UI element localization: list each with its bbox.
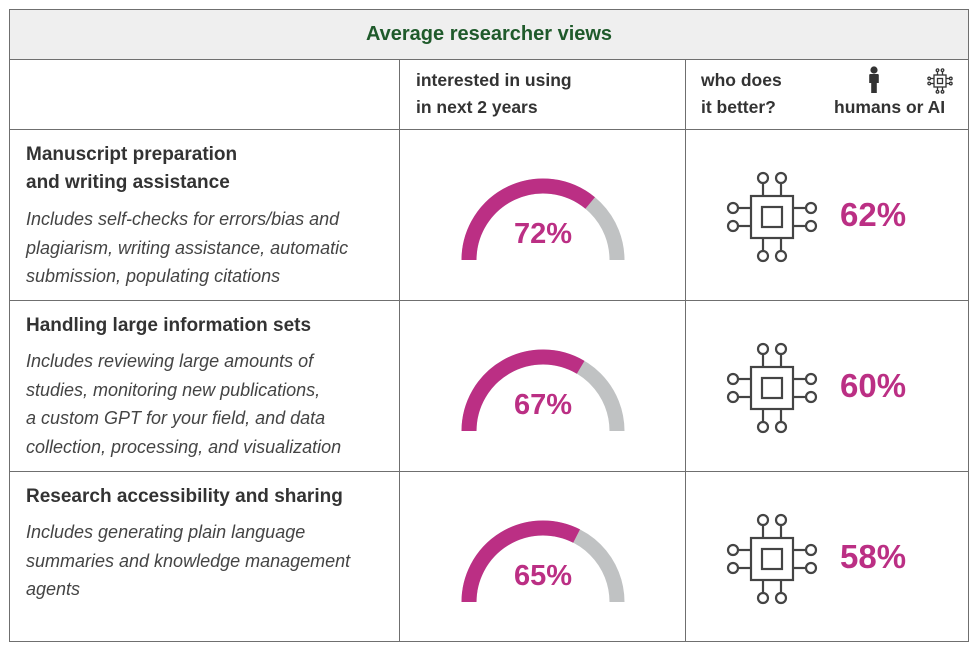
column-divider-1	[399, 59, 400, 642]
row-2-desc-line-1: Includes reviewing large amounts of	[26, 351, 314, 371]
row-2-gauge-svg	[461, 349, 625, 432]
column-divider-2	[685, 59, 686, 642]
better-header-line-2: it better?	[701, 97, 776, 117]
row-2-desc-line-4: collection, processing, and visualizatio…	[26, 436, 342, 457]
interest-header-line-1: interested in using	[416, 70, 572, 90]
row-1-title-line-1: Manuscript preparation	[26, 144, 238, 165]
row-divider-2	[10, 471, 968, 472]
better-column-header: who does it better?	[701, 67, 782, 121]
row-3-title-line-1: Research accessibility and sharing	[26, 486, 343, 507]
row-3-gauge-fill	[461, 520, 580, 603]
interest-header-line-2: in next 2 years	[416, 97, 538, 117]
row-1-interest-gauge: 72%	[458, 174, 628, 261]
row-1-desc-line-3: submission, populating citations	[26, 266, 281, 287]
row-1-title-line-2: and writing assistance	[26, 172, 230, 193]
table-title: Average researcher views	[10, 10, 968, 60]
row-2-ai-better-value: 60%	[840, 367, 907, 404]
row-2-title: Handling large information sets	[26, 312, 396, 340]
row-3-title: Research accessibility and sharing	[26, 483, 396, 511]
header-divider	[10, 129, 968, 130]
row-1-interest-value: 72%	[513, 218, 573, 250]
row-3-gauge-svg	[461, 520, 625, 603]
row-1-ai-better-value: 62%	[840, 196, 907, 233]
row-1-desc-line-1: Includes self-checks for errors/bias and	[26, 209, 340, 229]
row-1-ai-chip-icon	[724, 169, 820, 265]
row-1-gauge-fill	[461, 178, 595, 261]
row-3-desc-line-2: summaries and knowledge management	[26, 550, 351, 571]
row-3-ai-chip-icon	[724, 511, 820, 607]
human-icon	[869, 66, 879, 93]
row-1-title: Manuscript preparation and writing assis…	[26, 141, 396, 197]
row-2-description: Includes reviewing large amounts of stud…	[26, 347, 398, 461]
row-2-desc-line-3: a custom GPT for your field, and data	[26, 408, 326, 429]
researcher-views-table: Average researcher views interested in u…	[9, 9, 969, 642]
ai-chip-icon	[927, 68, 953, 94]
row-3-desc-line-3: agents	[26, 579, 81, 600]
row-3-interest-gauge: 65%	[458, 516, 628, 603]
row-3-desc-line-1: Includes generating plain language	[26, 522, 306, 542]
row-1-gauge-svg	[461, 178, 625, 261]
row-1-desc-line-2: plagiarism, writing assistance, automati…	[26, 237, 349, 258]
row-2-gauge-fill	[461, 349, 585, 432]
row-1-description: Includes self-checks for errors/bias and…	[26, 205, 398, 291]
better-header-line-1: who does	[701, 70, 782, 90]
humans-or-ai-legend: humans or AI	[834, 97, 946, 117]
row-2-interest-gauge: 67%	[458, 345, 628, 432]
interest-column-header: interested in using in next 2 years	[416, 67, 572, 121]
row-3-description: Includes generating plain language summa…	[26, 518, 398, 604]
row-divider-1	[10, 300, 968, 301]
row-3-ai-better-value: 58%	[840, 538, 907, 575]
row-3-interest-value: 65%	[513, 560, 573, 592]
row-2-interest-value: 67%	[513, 389, 573, 421]
row-2-ai-chip-icon	[724, 340, 820, 436]
row-2-title-line-1: Handling large information sets	[26, 315, 312, 336]
row-2-desc-line-2: studies, monitoring new publications,	[26, 379, 321, 400]
